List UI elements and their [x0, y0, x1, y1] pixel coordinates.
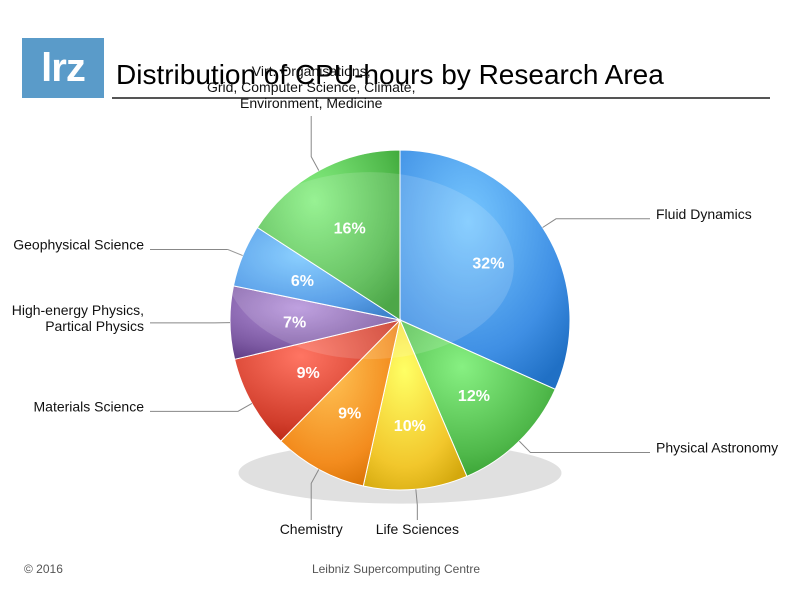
leader-line: [519, 441, 650, 452]
leader-line: [311, 116, 319, 171]
slice-category-label: Life Sciences: [376, 521, 459, 537]
lrz-logo: lrz: [22, 38, 104, 98]
slice-pct-label: 10%: [394, 418, 426, 435]
leader-line: [543, 219, 650, 228]
slice-pct-label: 12%: [458, 388, 490, 405]
leader-line: [150, 403, 252, 411]
slice-category-label: Fluid Dynamics: [656, 206, 752, 222]
slice-pct-label: 9%: [338, 406, 361, 423]
slice-category-label: Chemistry: [280, 521, 343, 537]
pie-chart: 32%12%10%9%9%7%6%16%Fluid DynamicsPhysic…: [70, 110, 752, 534]
pie-gloss: [225, 172, 514, 359]
slice-category-label: Materials Science: [34, 398, 145, 414]
slice-pct-label: 9%: [297, 365, 320, 382]
footer-centre-name: Leibniz Supercomputing Centre: [0, 562, 792, 576]
slice-category-label: Geophysical Science: [13, 236, 144, 252]
slice-category-label: Physical Astronomy: [656, 440, 778, 456]
slice-category-label: High-energy Physics,Partical Physics: [12, 302, 144, 334]
